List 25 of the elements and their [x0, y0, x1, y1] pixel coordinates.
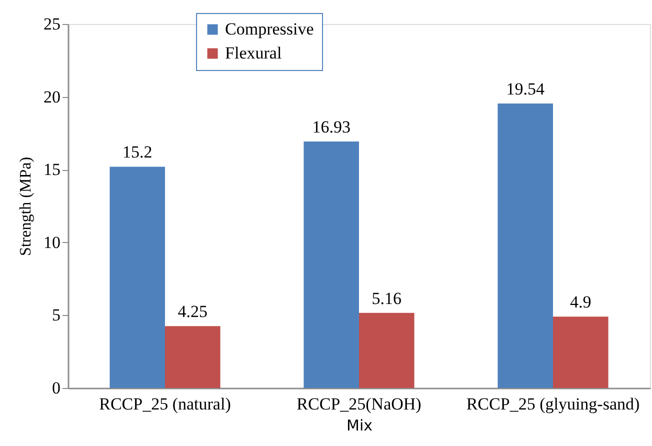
- data-label: 15.2: [122, 142, 152, 162]
- bar: [110, 166, 165, 388]
- legend-label: Compressive: [225, 20, 314, 38]
- bar: [553, 316, 608, 388]
- data-label: 4.9: [570, 292, 592, 312]
- data-label: 4.25: [178, 302, 208, 322]
- data-label: 5.16: [372, 288, 402, 308]
- y-tick-label: 5: [52, 306, 60, 325]
- bar: [165, 326, 220, 388]
- y-tick-label: 15: [44, 160, 60, 180]
- data-label: 16.93: [312, 118, 350, 136]
- y-tick-label: 25: [44, 14, 60, 34]
- x-tick-label: RCCP_25 (natural): [99, 394, 231, 414]
- y-tick-label: 0: [52, 378, 60, 398]
- x-tick-label: RCCP_25(NaOH): [296, 394, 422, 414]
- bar: [304, 142, 359, 388]
- x-axis-title: Mix: [346, 416, 373, 434]
- legend-label: Flexural: [225, 44, 282, 62]
- y-tick-label: 20: [44, 87, 60, 106]
- bar: [498, 104, 553, 388]
- data-label: 19.54: [506, 80, 545, 98]
- y-tick-label: 10: [44, 232, 60, 252]
- y-axis-title: Strength (MPa): [18, 156, 34, 256]
- x-tick-label: RCCP_25 (glyuing-sand): [466, 394, 640, 414]
- bar: [359, 312, 414, 388]
